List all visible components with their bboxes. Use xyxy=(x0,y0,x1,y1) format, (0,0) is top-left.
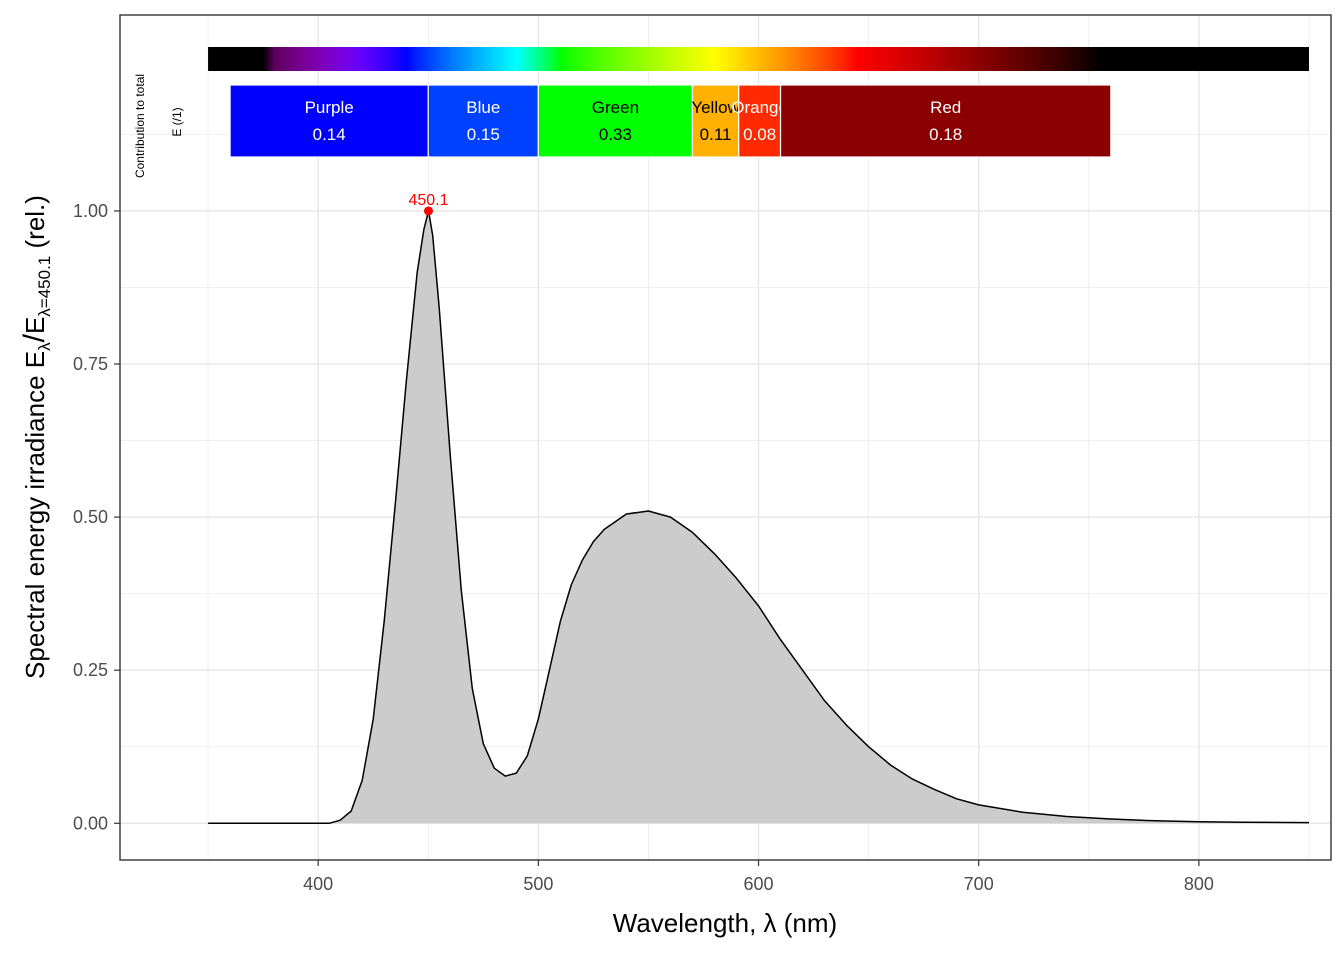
band-orange xyxy=(738,84,782,158)
band-blue xyxy=(427,84,539,158)
band-value-blue: 0.15 xyxy=(467,125,500,144)
band-value-yellow: 0.11 xyxy=(700,125,732,144)
bands-title-line1: Contribution to total xyxy=(133,74,147,178)
x-tick-label: 600 xyxy=(744,874,774,894)
x-tick-label: 400 xyxy=(303,874,333,894)
bands-title-line2: E (/1) xyxy=(170,107,184,136)
band-label-red: Red xyxy=(930,98,961,117)
y-tick-label: 0.25 xyxy=(73,660,108,680)
y-axis-title-unit: (rel.) xyxy=(20,195,50,256)
band-contributions: Purple 0.14 Blue 0.15 Green 0.33 Yellow 0.11 Ora… xyxy=(229,84,1112,158)
y-axis-title: Spectral energy irradiance Eλ/Eλ=450.1 (… xyxy=(18,195,54,679)
peak-label: 450.1 xyxy=(408,192,448,209)
y-axis-title-slash: / xyxy=(18,333,51,342)
x-tick-label: 800 xyxy=(1184,874,1214,894)
band-red xyxy=(779,84,1112,158)
band-label-orange: Orange xyxy=(731,98,788,117)
band-green xyxy=(537,84,694,158)
band-value-red: 0.18 xyxy=(929,125,962,144)
spectrum-area xyxy=(208,210,1310,825)
band-purple xyxy=(229,84,429,158)
y-axis-title-e2: E xyxy=(20,317,50,334)
y-tick-label: 0.75 xyxy=(73,354,108,374)
y-axis-title-main: Spectral energy irradiance E xyxy=(20,351,50,679)
spectrum-area-fill xyxy=(208,210,1310,824)
x-axis-title: Wavelength, λ (nm) xyxy=(613,908,837,938)
band-label-yellow: Yellow xyxy=(691,98,740,117)
peak-point xyxy=(423,206,433,216)
band-label-green: Green xyxy=(592,98,639,117)
spectrum-color-bar xyxy=(208,47,1309,71)
plot-panel-border xyxy=(119,14,1332,861)
y-axis-title-sub1: λ xyxy=(35,342,54,351)
y-tick-label: 0.00 xyxy=(73,813,108,833)
band-value-orange: 0.08 xyxy=(743,125,776,144)
wavelength-color-bar xyxy=(208,47,1309,71)
x-tick-label: 700 xyxy=(964,874,994,894)
y-tick-label: 0.50 xyxy=(73,507,108,527)
band-value-green: 0.33 xyxy=(599,125,632,144)
band-yellow xyxy=(691,84,740,158)
spectrum-line xyxy=(208,210,1310,825)
band-label-purple: Purple xyxy=(305,98,354,117)
band-value-purple: 0.14 xyxy=(313,125,346,144)
peak-annotation: 450.1 xyxy=(408,192,449,216)
x-tick-label: 500 xyxy=(523,874,553,894)
y-tick-label: 1.00 xyxy=(73,201,108,221)
band-label-blue: Blue xyxy=(466,98,500,117)
y-axis-title-sub2: λ=450.1 xyxy=(35,256,54,317)
axis-ticks: 400 500 600 700 800 0.00 0.25 0.50 0.75 1.00 xyxy=(73,201,1214,894)
